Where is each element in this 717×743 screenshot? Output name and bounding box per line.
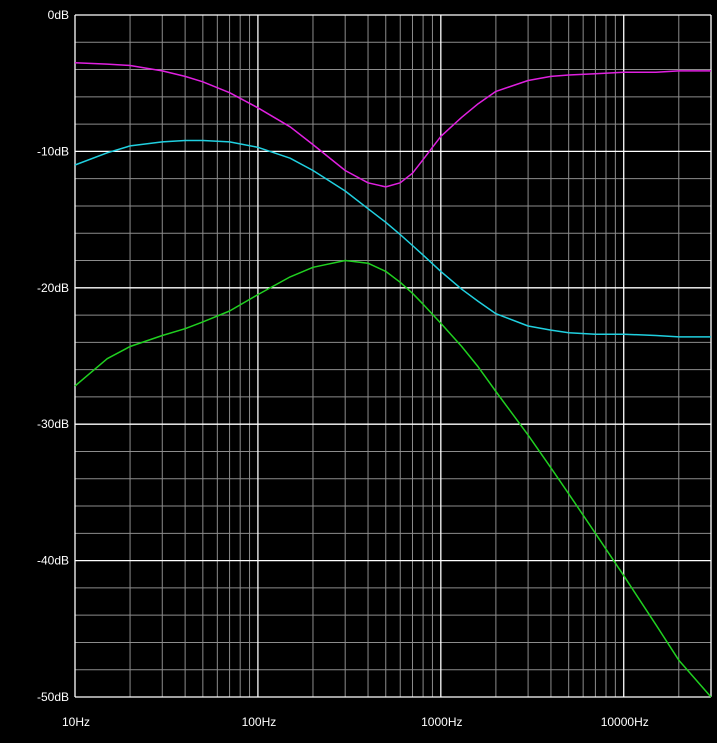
y-tick-label: -10dB <box>37 144 69 158</box>
series-line-2 <box>74 139 711 338</box>
x-tick-label: 100Hz <box>242 715 277 729</box>
minor-grid <box>75 15 712 697</box>
y-tick-label: -50dB <box>37 690 69 704</box>
x-tick-label: 10Hz <box>62 715 90 729</box>
series-layer <box>74 61 712 698</box>
y-tick-label: 0dB <box>48 8 69 22</box>
y-tick-label: -20dB <box>37 281 69 295</box>
series-line-3 <box>74 259 712 698</box>
y-tick-label: -30dB <box>37 417 69 431</box>
x-tick-label: 10000Hz <box>601 715 649 729</box>
major-grid <box>74 14 712 698</box>
y-tick-label: -40dB <box>37 554 69 568</box>
x-tick-label: 1000Hz <box>421 715 462 729</box>
series-line-1 <box>74 61 711 188</box>
y-tick-labels: 0dB -10dB -20dB -30dB -40dB -50dB <box>37 8 69 704</box>
x-tick-labels: 10Hz 100Hz 1000Hz 10000Hz <box>62 715 649 729</box>
